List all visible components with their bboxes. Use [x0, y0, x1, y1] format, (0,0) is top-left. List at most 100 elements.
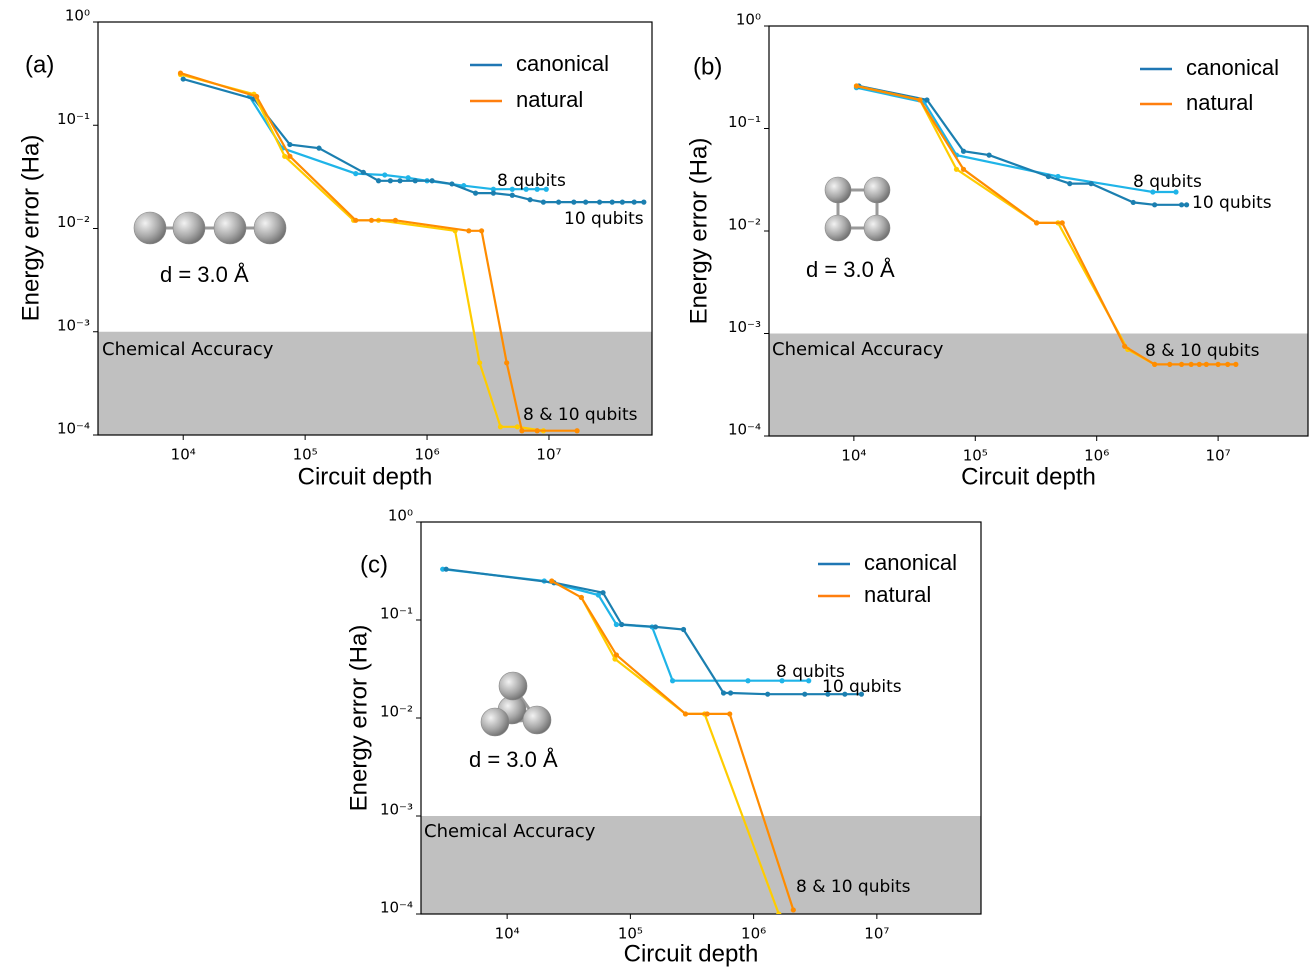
data-point	[652, 624, 659, 630]
data-point	[641, 199, 647, 205]
panel-label: (a)	[25, 51, 54, 78]
data-point	[596, 199, 603, 205]
data-point	[534, 428, 540, 434]
data-point	[497, 424, 504, 430]
x-tick-label: 10⁶	[1084, 447, 1109, 465]
data-point	[669, 678, 676, 684]
series-annotation: 10 qubits	[822, 677, 902, 697]
data-point	[720, 690, 727, 696]
data-point	[523, 186, 529, 192]
data-point	[825, 691, 831, 697]
data-point	[540, 199, 546, 205]
data-point	[1196, 361, 1202, 367]
data-point	[509, 186, 515, 192]
data-point	[583, 199, 589, 205]
data-point	[858, 691, 865, 697]
data-point	[1055, 173, 1061, 180]
data-point	[1178, 361, 1185, 367]
data-point	[392, 217, 398, 223]
data-point	[790, 907, 796, 913]
data-point	[1122, 343, 1128, 349]
molecule-atom	[824, 176, 852, 204]
data-point	[1178, 202, 1185, 208]
x-tick-label: 10⁴	[495, 925, 520, 943]
data-point	[776, 911, 782, 914]
data-point	[556, 199, 562, 205]
data-point	[917, 97, 923, 103]
data-point	[514, 424, 520, 430]
molecule-atom	[863, 176, 891, 204]
molecule-atom	[213, 211, 247, 245]
data-point	[613, 652, 619, 658]
legend-label: natural	[864, 582, 931, 607]
data-point	[534, 186, 540, 192]
data-point	[477, 360, 483, 366]
data-point	[1233, 361, 1239, 367]
data-point	[1088, 181, 1094, 187]
chemical-accuracy-band	[421, 816, 981, 914]
y-tick-label: 10⁻²	[728, 216, 761, 234]
y-tick-label: 10⁰	[736, 11, 761, 29]
x-axis-label: Circuit depth	[298, 463, 433, 490]
legend-label: natural	[516, 87, 583, 112]
molecule-atom	[522, 705, 552, 735]
data-point	[429, 178, 435, 184]
data-point	[1167, 361, 1173, 367]
data-point	[405, 175, 411, 181]
data-point	[924, 97, 930, 103]
data-point	[765, 691, 771, 697]
legend-label: canonical	[864, 550, 957, 575]
y-tick-label: 10⁻⁴	[728, 421, 761, 439]
data-point	[360, 169, 366, 175]
molecule-atom	[253, 211, 287, 245]
data-point	[549, 578, 555, 584]
band-label: Chemical Accuracy	[102, 339, 274, 360]
y-tick-label: 10⁻³	[380, 801, 413, 819]
data-point	[353, 217, 359, 223]
data-point	[853, 83, 860, 89]
data-point	[504, 360, 510, 366]
data-point	[1059, 220, 1065, 226]
series-annotation: 8 & 10 qubits	[796, 877, 911, 897]
data-point	[1183, 202, 1190, 208]
x-axis-label: Circuit depth	[961, 463, 1096, 490]
data-point	[1067, 181, 1073, 187]
series-annotation: 8 qubits	[1133, 172, 1202, 192]
data-point	[368, 217, 375, 223]
data-point	[287, 141, 293, 148]
data-point	[960, 166, 967, 172]
data-point	[779, 678, 785, 684]
y-tick-label: 10⁻⁴	[380, 899, 413, 917]
data-point	[180, 76, 186, 82]
data-point	[727, 711, 733, 717]
band-label: Chemical Accuracy	[772, 339, 944, 360]
data-point	[613, 621, 619, 628]
series-annotation: 8 & 10 qubits	[1145, 341, 1260, 361]
molecule-atom	[863, 214, 891, 242]
y-tick-label: 10⁻¹	[380, 605, 413, 623]
data-point	[1034, 220, 1040, 226]
data-point	[1173, 189, 1179, 195]
x-tick-label: 10⁶	[414, 446, 439, 464]
series-annotation: 8 qubits	[776, 662, 845, 682]
data-point	[1188, 361, 1194, 367]
data-point	[490, 190, 496, 196]
data-point	[1203, 361, 1209, 367]
panel: Chemical Accuracy 10⁴ 10⁵ 10⁶ 10⁷ 10⁻⁴ 10⁻³ 10⁻…	[685, 11, 1309, 490]
data-point	[600, 590, 606, 596]
data-point	[704, 711, 710, 717]
data-point	[574, 428, 580, 434]
panel: Chemical Accuracy 10⁴ 10⁵ 10⁶ 10⁷ 10⁻⁴ 10⁻³ 10⁻…	[17, 7, 653, 490]
x-tick-label: 10⁵	[963, 447, 988, 465]
band-label: Chemical Accuracy	[424, 821, 596, 842]
series-annotation: 8 qubits	[497, 171, 566, 191]
molecule-atom	[172, 211, 206, 245]
data-point	[953, 166, 960, 172]
x-tick-label: 10⁶	[741, 925, 766, 943]
data-point	[527, 197, 533, 203]
data-point	[490, 186, 496, 192]
data-point	[443, 566, 449, 572]
data-point	[595, 592, 601, 598]
data-point	[842, 691, 848, 697]
